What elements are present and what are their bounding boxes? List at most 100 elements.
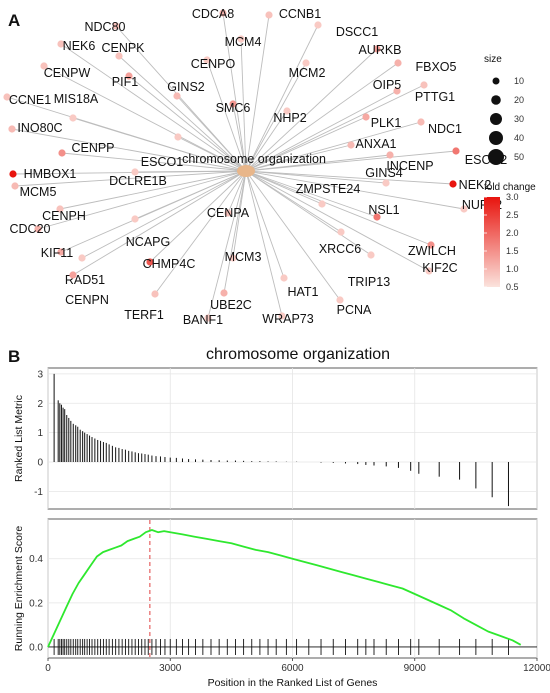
network-edge	[149, 170, 247, 263]
network-edge	[61, 152, 247, 172]
network-edge	[207, 170, 247, 319]
y-tick-label: 2	[37, 399, 43, 410]
gene-node	[362, 113, 370, 121]
gene-label: ESCO1	[141, 155, 183, 169]
x-tick-label: 3000	[159, 663, 182, 674]
network-edge	[118, 55, 247, 172]
panel-a-letter: A	[8, 11, 20, 30]
gene-node	[203, 56, 211, 64]
panel-b-letter: B	[8, 347, 20, 366]
network-edge	[176, 95, 247, 172]
gene-label: GINS2	[167, 80, 205, 94]
gene-node	[318, 200, 326, 208]
gene-label: MIS18A	[54, 92, 99, 106]
gene-node	[265, 11, 273, 19]
network-edge	[206, 59, 247, 172]
gene-node	[131, 168, 139, 176]
gene-label: CENPW	[44, 66, 91, 80]
network-edge	[245, 116, 367, 172]
network-edge	[227, 170, 247, 214]
gene-node	[69, 271, 77, 279]
gene-label: CENPP	[71, 141, 114, 155]
hub-label: chromosome organization	[182, 152, 326, 166]
x-axis-title: Position in the Ranked List of Genes	[208, 677, 378, 689]
gene-label: KIF2C	[422, 261, 457, 275]
gene-node	[336, 296, 344, 304]
network-edge	[245, 150, 457, 172]
gene-label: CENPK	[101, 41, 145, 55]
network-edge	[81, 170, 247, 259]
gene-concept-network: chromosome organization NDC80 CDCA8 CCNB1 DS…	[3, 7, 507, 327]
gene-label: FBXO5	[416, 60, 457, 74]
gene-label: CENPN	[65, 293, 109, 307]
gene-node	[393, 87, 401, 95]
gene-label: OIP5	[373, 78, 402, 92]
gsea-chart-title: chromosome organization	[206, 346, 390, 363]
gene-node	[229, 100, 237, 108]
gene-label: CENPA	[207, 206, 250, 220]
network-edge	[245, 170, 372, 256]
gene-label: NDC1	[428, 122, 462, 136]
size-legend-label: 50	[514, 152, 524, 162]
y-tick-label: 3	[37, 369, 43, 380]
gene-label: AURKB	[358, 43, 401, 57]
gene-label: HMBOX1	[24, 167, 77, 181]
gene-node	[3, 93, 11, 101]
gene-node	[460, 205, 468, 213]
gene-node	[373, 45, 381, 53]
gene-node	[337, 228, 345, 236]
gene-node	[302, 59, 310, 67]
y-tick-label: 0.4	[29, 554, 43, 565]
network-edge	[245, 110, 288, 172]
gene-node	[57, 248, 65, 256]
y-tick-label: 0	[37, 458, 43, 469]
network-edge	[128, 75, 247, 172]
gene-label: PTTG1	[415, 90, 455, 104]
gene-label: CCNE1	[9, 93, 51, 107]
fold-change-tick: 1.0	[506, 264, 519, 274]
gene-label: CDC20	[10, 222, 51, 236]
network-edge	[245, 48, 378, 172]
network-edge	[245, 170, 341, 301]
gene-node	[283, 107, 291, 115]
gene-label: MCM5	[20, 185, 57, 199]
gene-label: CDCA8	[192, 7, 234, 21]
network-edge	[43, 65, 247, 172]
size-legend-label: 40	[514, 133, 524, 143]
y-tick-label: 0.2	[29, 598, 43, 609]
x-tick-label: 6000	[281, 663, 304, 674]
fold-change-legend-title: fold change	[484, 182, 536, 193]
gene-label: CCNB1	[279, 7, 321, 21]
network-edge	[245, 170, 465, 210]
hub-node	[237, 165, 255, 177]
gene-label: NCAPG	[126, 235, 170, 249]
gene-node	[40, 62, 48, 70]
gene-label: GINS4	[365, 166, 403, 180]
gene-label: TERF1	[124, 308, 164, 322]
gene-node	[146, 258, 154, 266]
gene-node	[427, 241, 435, 249]
gsea-plot: -1 0 1 2 3 Ranked List Metric 0.0 0.2 0.4 Running…	[13, 367, 550, 689]
network-edge	[245, 144, 352, 172]
gene-node	[229, 254, 237, 262]
network-edge	[223, 170, 247, 294]
gene-node	[34, 225, 42, 233]
gene-node	[367, 251, 375, 259]
fold-change-tick: 1.5	[506, 246, 519, 256]
gene-node	[11, 182, 19, 190]
gene-label: MCM2	[289, 66, 326, 80]
gene-node	[452, 147, 460, 155]
gene-label: NHP2	[273, 111, 306, 125]
gene-label: KIF11	[41, 246, 73, 260]
gene-label: ZMPSTE24	[296, 182, 361, 196]
gene-label: PLK1	[371, 116, 402, 130]
size-legend-label: 30	[514, 114, 524, 124]
gene-node	[237, 35, 245, 43]
fold-change-tick: 3.0	[506, 192, 519, 202]
ranked-metric-axis-title: Ranked List Metric	[13, 395, 25, 482]
gene-node	[125, 72, 133, 80]
size-legend-title: size	[484, 54, 502, 65]
network-edge	[245, 170, 378, 218]
gene-node	[56, 205, 64, 213]
gene-node	[280, 274, 288, 282]
